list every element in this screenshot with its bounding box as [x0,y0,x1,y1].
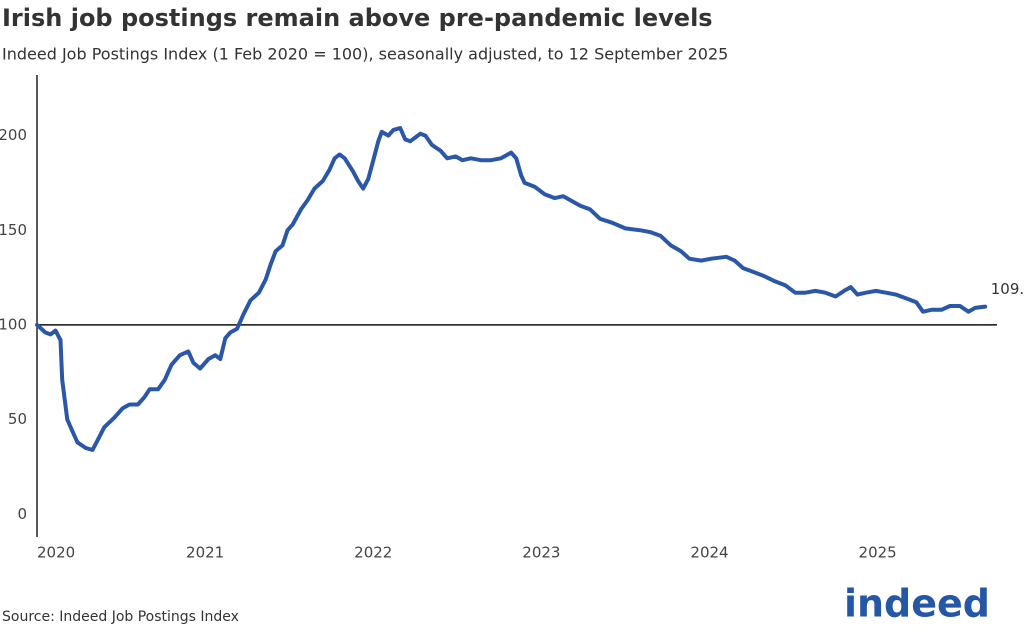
end-value-label: 109.7 [991,280,1024,298]
x-tick-label: 2024 [690,544,728,562]
y-tick-label: 200 [0,126,27,144]
y-tick-label: 0 [17,505,27,523]
x-tick-label: 2025 [859,544,897,562]
data-line [35,126,988,452]
y-tick-label: 50 [8,410,27,428]
x-tick-label: 2021 [186,544,224,562]
chart-subtitle: Indeed Job Postings Index (1 Feb 2020 = … [2,45,728,64]
source: Source: Indeed Job Postings Index [2,609,239,625]
logo: indeed [844,582,990,626]
x-tick-label: 2022 [354,544,392,562]
x-tick-label: 2020 [37,544,75,562]
x-tick-label: 2023 [522,544,560,562]
chart-title: Irish job postings remain above pre-pand… [2,4,713,32]
y-tick-label: 150 [0,221,27,239]
y-tick-label: 100 [0,315,27,333]
